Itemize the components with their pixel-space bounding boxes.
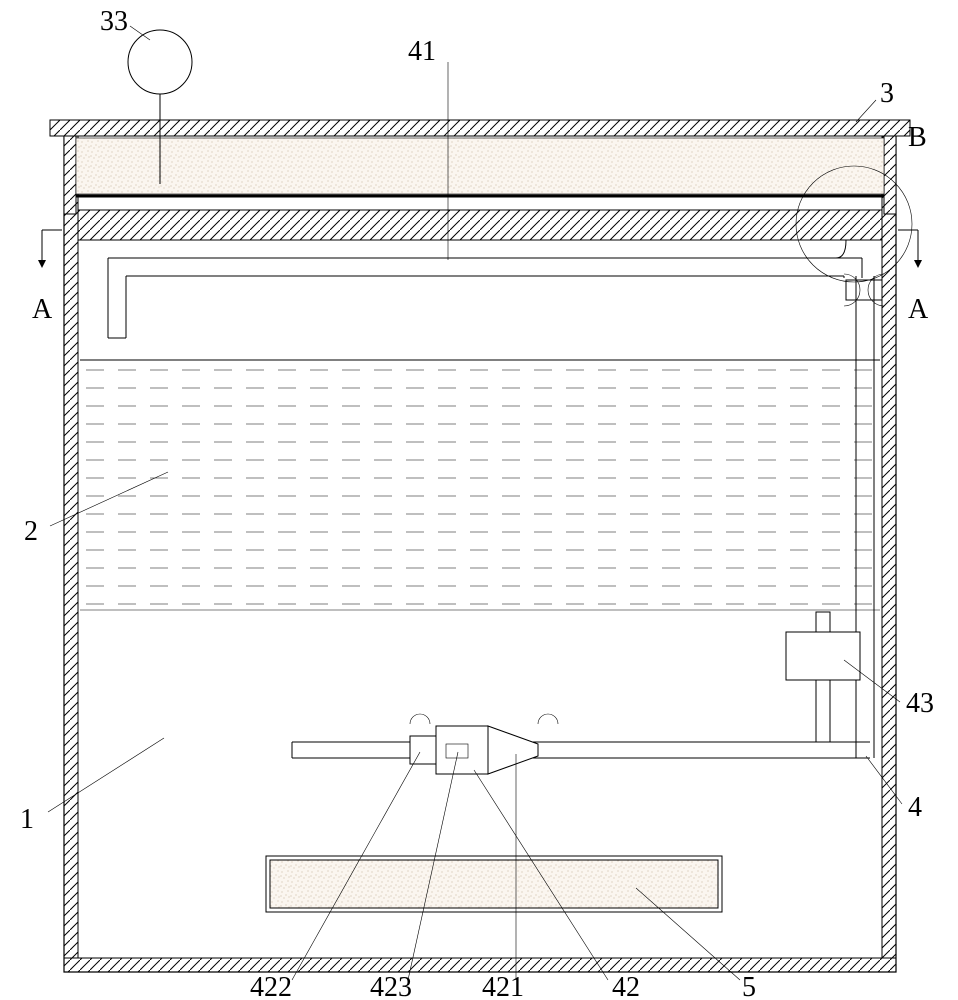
lid-skirt-left bbox=[64, 136, 76, 214]
label-423: 423 bbox=[370, 972, 412, 1000]
label-Aright: A bbox=[908, 294, 929, 325]
label-4: 4 bbox=[908, 792, 922, 823]
part-421 bbox=[488, 726, 538, 774]
part-423-body bbox=[436, 726, 488, 774]
vessel-floor bbox=[64, 958, 896, 972]
hatched-bar bbox=[78, 210, 882, 240]
label-43: 43 bbox=[906, 688, 934, 719]
vessel-wall-right bbox=[882, 126, 896, 972]
leader-3 bbox=[856, 100, 876, 122]
sand-top bbox=[76, 138, 884, 194]
coupling bbox=[846, 280, 882, 300]
part-422 bbox=[410, 736, 436, 764]
lid-skirt-right bbox=[884, 136, 896, 214]
label-1: 1 bbox=[20, 804, 34, 835]
label-421: 421 bbox=[482, 972, 524, 1000]
label-33: 33 bbox=[100, 6, 128, 37]
label-42: 42 bbox=[612, 972, 640, 1000]
lid-top bbox=[50, 120, 910, 136]
box-43 bbox=[786, 632, 860, 680]
label-Aleft: A bbox=[32, 294, 53, 325]
vessel-wall-left bbox=[64, 126, 78, 972]
label-3: 3 bbox=[880, 78, 894, 109]
label-422: 422 bbox=[250, 972, 292, 1000]
gauge-33 bbox=[128, 30, 192, 94]
water-region bbox=[80, 360, 880, 610]
label-B: B bbox=[908, 122, 927, 153]
label-2: 2 bbox=[24, 516, 38, 547]
label-41: 41 bbox=[408, 36, 436, 67]
label-5: 5 bbox=[742, 972, 756, 1000]
technical-drawing bbox=[42, 30, 918, 972]
